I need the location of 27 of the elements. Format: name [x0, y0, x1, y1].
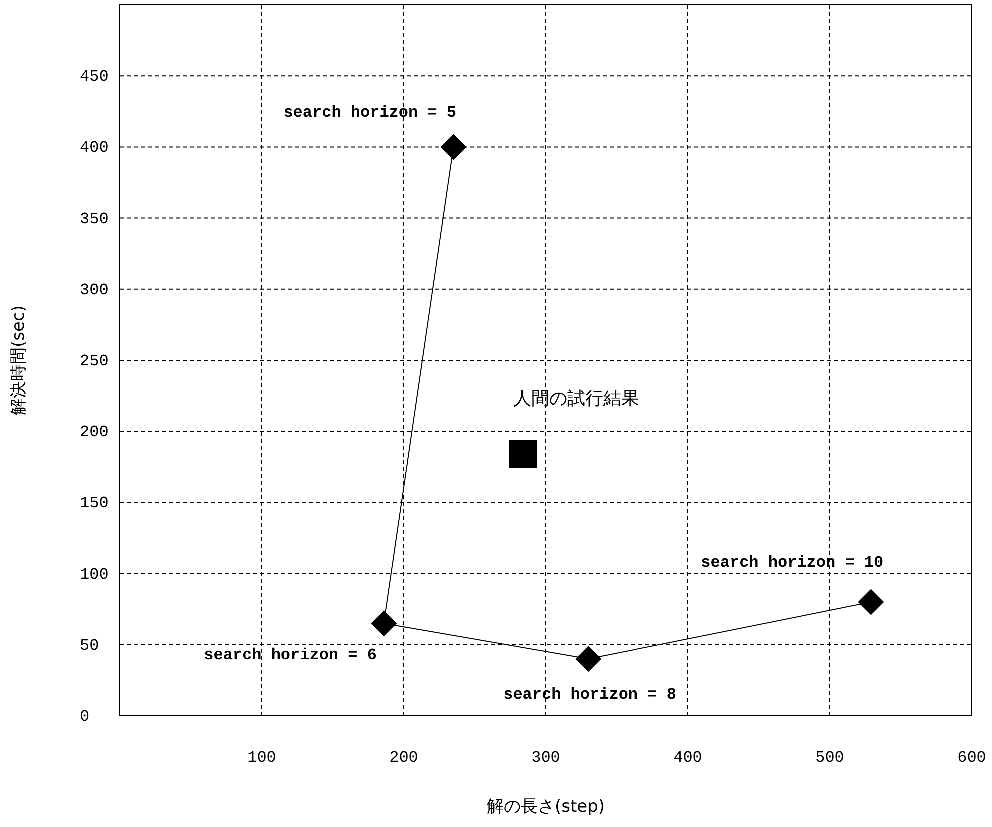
x-tick-label: 400	[674, 749, 702, 767]
x-tick-label: 600	[958, 749, 986, 767]
y-tick-label: 400	[80, 139, 109, 158]
y-tick-label: 300	[80, 281, 109, 300]
point	[440, 134, 467, 160]
y-axis-title: 解決時間(sec)	[9, 306, 29, 416]
point	[371, 610, 398, 637]
x-tick-label: 100	[248, 749, 276, 767]
annotation: 人間の試行結果	[513, 388, 640, 410]
y-tick-label: 350	[80, 210, 109, 228]
annotation: search horizon = 10	[701, 554, 884, 572]
x-tick-label: 500	[816, 749, 844, 767]
x-axis-title: 解の長さ(step)	[486, 797, 606, 817]
y-tick-label: 450	[80, 68, 109, 86]
y-tick-label: 50	[80, 636, 100, 655]
y-tick-label: 250	[80, 352, 109, 370]
x-tick-label: 200	[390, 749, 418, 767]
point	[858, 589, 884, 616]
x-tick-label: 300	[532, 749, 560, 767]
y-tick-label: 100	[80, 566, 109, 584]
y-tick-label: 150	[80, 494, 109, 513]
y-tick-label: 0	[80, 708, 90, 726]
point	[576, 646, 602, 672]
annotation: search horizon = 5	[284, 104, 457, 122]
annotation: search horizon = 6	[204, 646, 377, 665]
annotation: search horizon = 8	[504, 686, 676, 704]
y-tick-label: 200	[80, 424, 109, 442]
